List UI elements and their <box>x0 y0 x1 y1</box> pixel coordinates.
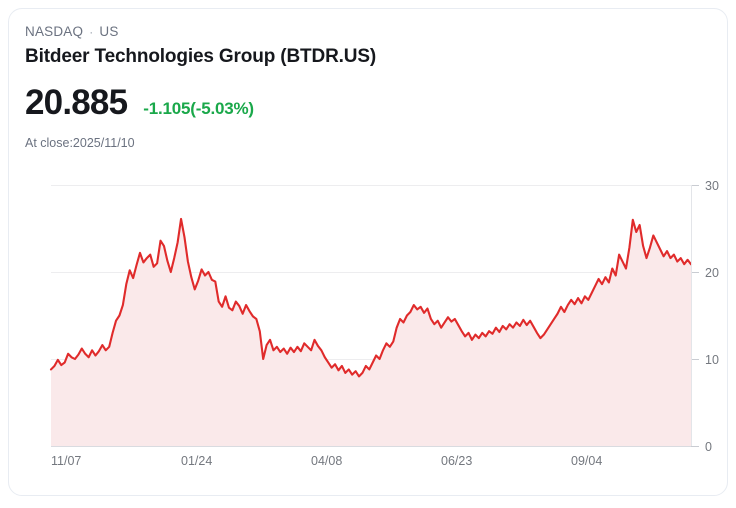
chart-axes <box>691 185 699 447</box>
current-price: 20.885 <box>25 83 128 122</box>
x-axis-label: 09/04 <box>571 454 602 468</box>
x-axis-label: 06/23 <box>441 454 472 468</box>
y-axis-label: 10 <box>705 353 719 367</box>
price-chart-svg[interactable]: 30 20 10 0 11/07 01/24 04/08 06/23 09/04 <box>9 161 728 481</box>
y-axis-label: 30 <box>705 179 719 193</box>
exchange-name: NASDAQ <box>25 24 84 39</box>
separator-dot: · <box>89 25 94 39</box>
price-line <box>49 217 693 378</box>
x-axis-label: 04/08 <box>311 454 342 468</box>
y-axis-label: 20 <box>705 266 719 280</box>
page-title: Bitdeer Technologies Group (BTDR.US) <box>25 46 377 67</box>
x-axis-labels: 11/07 01/24 04/08 06/23 09/04 <box>51 454 602 468</box>
price-change: -1.105(-5.03%) <box>143 99 254 118</box>
x-axis-label: 01/24 <box>181 454 212 468</box>
y-axis-label: 0 <box>705 440 712 454</box>
stock-quote-card: NASDAQ · US Bitdeer Technologies Group (… <box>8 8 728 496</box>
price-area-fill <box>51 218 691 446</box>
region-label: US <box>99 24 119 39</box>
y-axis-labels: 30 20 10 0 <box>705 179 719 454</box>
exchange-line: NASDAQ · US <box>25 23 685 41</box>
close-timestamp: At close:2025/11/10 <box>25 136 135 150</box>
price-chart[interactable]: 30 20 10 0 11/07 01/24 04/08 06/23 09/04 <box>9 161 728 481</box>
quote-header: NASDAQ · US Bitdeer Technologies Group (… <box>25 23 685 151</box>
quote-row: 20.885 -1.105(-5.03%) <box>25 83 685 123</box>
x-axis-label: 11/07 <box>51 454 81 468</box>
